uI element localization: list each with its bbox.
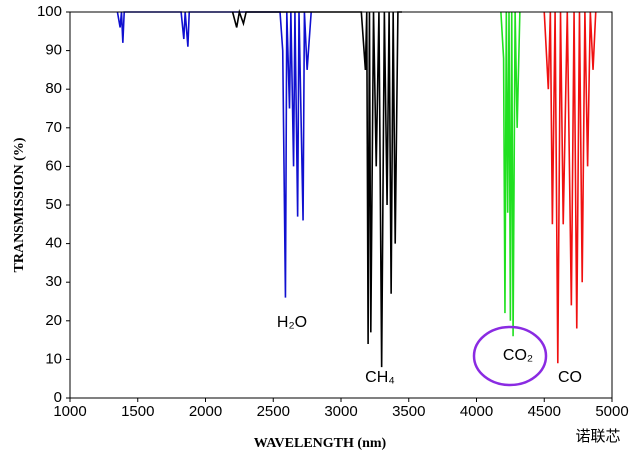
annotation: CH₄ [365,369,395,386]
x-tick-label: 3000 [324,403,357,420]
annotation: H₂O [277,314,307,331]
plot-frame [69,11,613,399]
x-tick-label: 1500 [121,403,154,420]
y-tick-label: 80 [45,80,62,97]
y-tick-label: 0 [54,389,62,406]
series-line [543,11,597,364]
y-tick-label: 90 [45,42,62,59]
y-tick-label: 20 [45,312,62,329]
y-tick-label: 30 [45,273,62,290]
y-tick-label: 60 [45,157,62,174]
x-tick-label: 1000 [53,403,86,420]
watermark: 诺联芯 [575,428,620,445]
y-tick-label: 70 [45,119,62,136]
x-tick-label: 4500 [528,403,561,420]
y-tick-label: 50 [45,196,62,213]
y-tick-label: 10 [45,350,62,367]
highlight-circle [472,325,548,387]
annotation: CO [558,369,582,386]
series-line [116,11,312,298]
x-tick-label: 2500 [257,403,290,420]
x-tick-label: 5000 [595,403,628,420]
x-tick-label: 2000 [189,403,222,420]
series-line [231,8,402,368]
y-tick-label: 100 [37,3,62,20]
annotation: CO₂ [503,347,533,364]
x-tick-label: 3500 [392,403,425,420]
series-line [500,11,521,337]
x-axis-label: WAVELENGTH (nm) [254,436,387,451]
x-tick-label: 4000 [460,403,493,420]
y-tick-label: 40 [45,235,62,252]
y-axis-label: TRANSMISSION (%) [12,137,27,272]
